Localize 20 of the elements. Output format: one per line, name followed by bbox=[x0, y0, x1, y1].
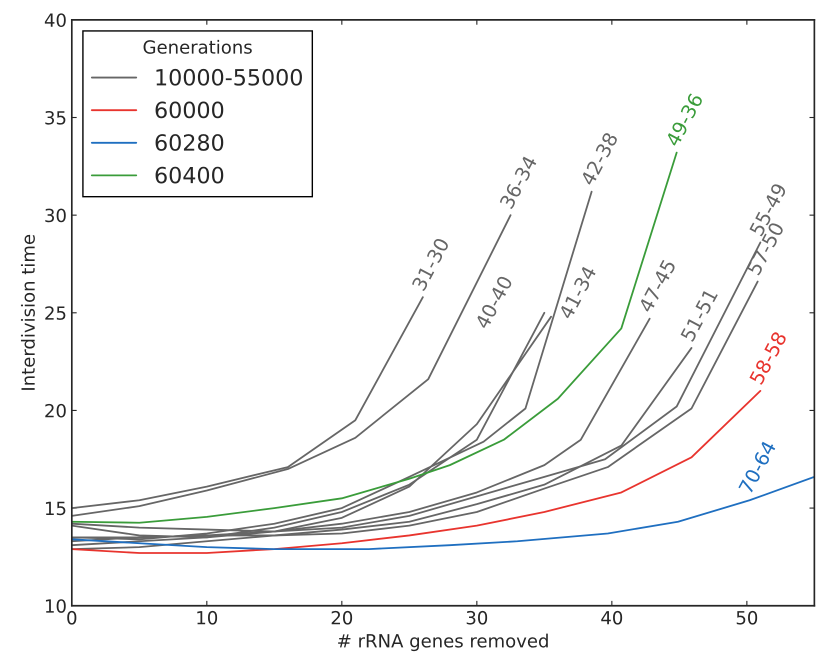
y-tick-label: 15 bbox=[46, 502, 66, 516]
legend-label: 60000 bbox=[156, 101, 224, 118]
y-tick-label: 35 bbox=[45, 110, 66, 125]
x-tick-label: 40 bbox=[601, 610, 622, 625]
x-tick-label: 0 bbox=[67, 610, 76, 625]
legend-title: Generations bbox=[144, 40, 252, 54]
y-tick-label: 10 bbox=[46, 599, 66, 613]
legend-label: 60280 bbox=[156, 134, 224, 151]
y-tick-label: 20 bbox=[45, 404, 66, 418]
y-tick-label: 40 bbox=[44, 13, 66, 27]
x-tick-label: 30 bbox=[466, 610, 488, 625]
y-axis-title: Interdivision time bbox=[20, 234, 35, 390]
x-tick-label: 20 bbox=[332, 610, 352, 625]
legend-label: 60400 bbox=[156, 166, 224, 184]
x-axis-title: # rRNA genes removed bbox=[338, 634, 548, 652]
legend-label: 10000-55000 bbox=[156, 68, 302, 86]
x-tick-label: 50 bbox=[736, 610, 758, 625]
y-tick-label: 30 bbox=[45, 208, 66, 222]
x-tick-label: 10 bbox=[197, 610, 218, 625]
y-tick-label: 25 bbox=[45, 306, 66, 320]
